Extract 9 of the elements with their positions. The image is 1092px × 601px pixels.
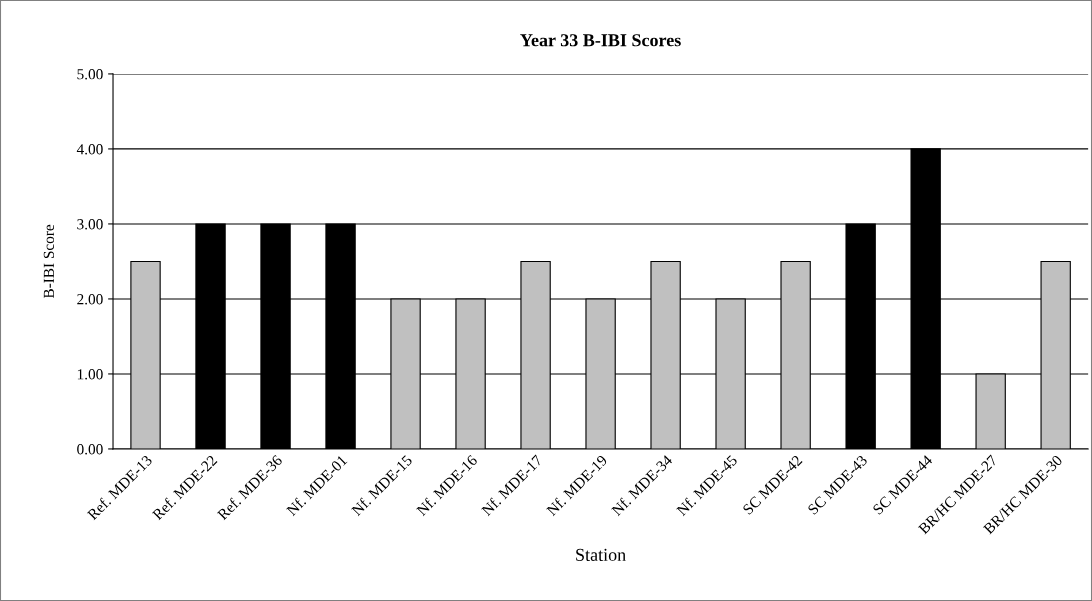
y-axis-title: B-IBI Score (43, 224, 55, 299)
y-tick-label: 3.00 (77, 219, 103, 230)
x-axis-title: Station (576, 548, 626, 561)
y-tick-label: 0.00 (77, 444, 103, 455)
y-tick-label: 1.00 (77, 369, 103, 380)
y-tick-label: 2.00 (77, 294, 103, 305)
y-tick-label: 5.00 (77, 69, 103, 80)
chart-title: Year 33 B-IBI Scores (520, 34, 681, 47)
y-tick-label: 4.00 (76, 144, 103, 155)
